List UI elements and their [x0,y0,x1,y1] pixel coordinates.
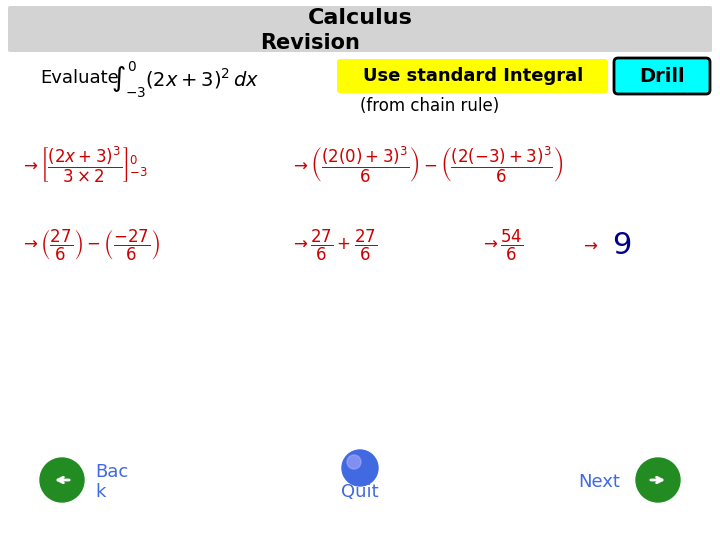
Text: Quit: Quit [341,483,379,501]
Text: $9$: $9$ [612,231,631,260]
Text: Use standard Integral: Use standard Integral [363,67,583,85]
Text: Drill: Drill [639,66,685,85]
FancyBboxPatch shape [614,58,710,94]
Circle shape [347,455,361,469]
Text: $\rightarrow\dfrac{54}{6}$: $\rightarrow\dfrac{54}{6}$ [480,227,523,262]
Text: Evaluate: Evaluate [40,69,119,87]
FancyBboxPatch shape [337,59,608,93]
Text: $\int_{-3}^{0}(2x+3)^{2}\,dx$: $\int_{-3}^{0}(2x+3)^{2}\,dx$ [111,60,259,100]
Circle shape [636,458,680,502]
Text: $\rightarrow\left[\dfrac{(2x+3)^{3}}{3\times 2}\right]_{-3}^{0}$: $\rightarrow\left[\dfrac{(2x+3)^{3}}{3\t… [20,145,148,185]
Text: Next: Next [578,473,620,491]
Text: $\rightarrow\left(\dfrac{(2(0)+3)^{3}}{6}\right)-\left(\dfrac{(2(-3)+3)^{3}}{6}\: $\rightarrow\left(\dfrac{(2(0)+3)^{3}}{6… [290,145,563,185]
Text: Bac
k: Bac k [95,463,128,502]
FancyBboxPatch shape [8,6,712,52]
Text: (from chain rule): (from chain rule) [361,97,500,115]
Text: Calculus: Calculus [307,8,413,28]
Text: $\rightarrow\dfrac{27}{6}+\dfrac{27}{6}$: $\rightarrow\dfrac{27}{6}+\dfrac{27}{6}$ [290,227,377,262]
Text: $\rightarrow$: $\rightarrow$ [580,236,598,254]
Circle shape [342,450,378,486]
Text: Revision: Revision [260,33,360,53]
Text: $\rightarrow\left(\dfrac{27}{6}\right)-\left(\dfrac{-27}{6}\right)$: $\rightarrow\left(\dfrac{27}{6}\right)-\… [20,227,160,262]
Circle shape [40,458,84,502]
